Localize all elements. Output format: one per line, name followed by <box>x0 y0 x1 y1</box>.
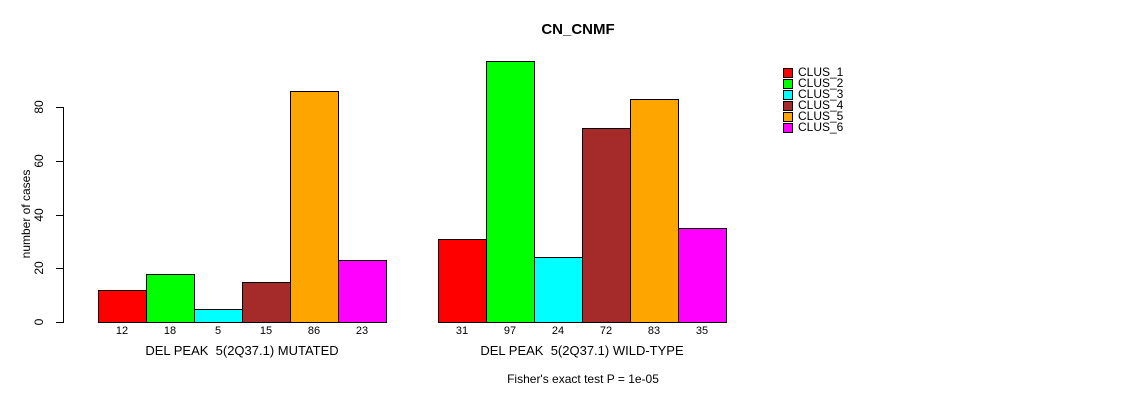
y-tick <box>56 107 63 108</box>
bar-value-label: 97 <box>503 325 517 337</box>
legend-swatch-icon <box>783 78 793 89</box>
bar-value-label: 15 <box>259 325 273 337</box>
x-axis-group-label: DEL PEAK 5(2Q37.1) MUTATED <box>145 343 339 358</box>
bar-clus_3 <box>194 309 243 323</box>
footer-caption: Fisher's exact test P = 1e-05 <box>507 372 659 386</box>
legend-item: CLUS_3 <box>783 87 844 101</box>
legend-item: CLUS_5 <box>783 109 844 123</box>
bar-clus_2 <box>486 61 535 323</box>
y-axis-line <box>63 107 64 323</box>
legend-item: CLUS_4 <box>783 98 844 112</box>
bar-clus_1 <box>98 290 147 323</box>
bar-clus_6 <box>678 228 727 323</box>
y-tick <box>56 268 63 269</box>
bar-clus_5 <box>290 91 339 323</box>
bar-value-label: 24 <box>551 325 565 337</box>
legend-label: CLUS_1 <box>798 65 844 79</box>
bar-clus_6 <box>338 260 387 323</box>
legend: CLUS_1 CLUS_2 CLUS_3 CLUS_4 CLUS_5 CLUS_6 <box>783 65 844 134</box>
y-tick <box>56 161 63 162</box>
chart-title: CN_CNMF <box>541 21 615 38</box>
y-tick-label: 80 <box>32 100 46 114</box>
bar-clus_4 <box>242 282 291 323</box>
bar-clus_4 <box>582 128 631 323</box>
bar-clus_5 <box>630 99 679 323</box>
y-tick-label: 60 <box>32 154 46 168</box>
bar-value-label: 72 <box>599 325 613 337</box>
bar-value-label: 83 <box>647 325 661 337</box>
legend-swatch-icon <box>783 89 793 100</box>
legend-item: CLUS_2 <box>783 76 844 90</box>
y-tick-label: 20 <box>32 261 46 275</box>
x-axis-group-label: DEL PEAK 5(2Q37.1) WILD-TYPE <box>480 343 684 358</box>
legend-swatch-icon <box>783 67 793 78</box>
bar-value-label: 12 <box>115 325 129 337</box>
legend-item: CLUS_1 <box>783 65 844 79</box>
bar-value-label: 5 <box>214 325 222 337</box>
legend-label: CLUS_2 <box>798 76 844 90</box>
bar-value-label: 86 <box>307 325 321 337</box>
y-tick <box>56 322 63 323</box>
legend-swatch-icon <box>783 100 793 111</box>
bar-value-label: 18 <box>163 325 177 337</box>
legend-item: CLUS_6 <box>783 120 844 134</box>
legend-label: CLUS_4 <box>798 98 844 112</box>
legend-swatch-icon <box>783 122 793 133</box>
legend-label: CLUS_3 <box>798 87 844 101</box>
legend-swatch-icon <box>783 111 793 122</box>
legend-label: CLUS_5 <box>798 109 844 123</box>
bar-value-label: 23 <box>355 325 369 337</box>
y-tick <box>56 215 63 216</box>
bar-clus_2 <box>146 274 195 323</box>
legend-label: CLUS_6 <box>798 120 844 134</box>
bar-value-label: 31 <box>455 325 469 337</box>
y-tick-label: 0 <box>32 318 46 326</box>
bar-clus_3 <box>534 257 583 323</box>
bar-clus_1 <box>438 239 487 323</box>
y-tick-label: 40 <box>32 208 46 222</box>
bar-value-label: 35 <box>695 325 709 337</box>
y-axis-title: number of cases <box>19 169 33 259</box>
